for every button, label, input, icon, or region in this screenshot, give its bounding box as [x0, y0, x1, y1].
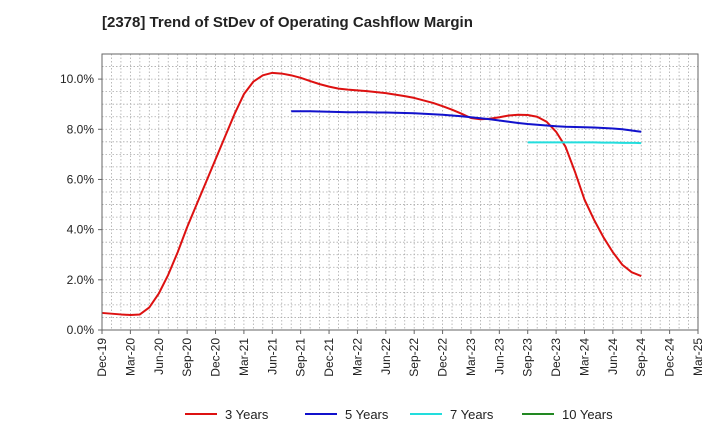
grid-lines: [102, 53, 698, 330]
x-tick-label: Sep-23: [521, 338, 535, 377]
x-tick-label: Mar-21: [237, 338, 251, 376]
series-line-3-years: [101, 71, 642, 316]
x-tick-label: Dec-21: [322, 338, 336, 377]
x-tick-label: Jun-23: [492, 338, 506, 375]
y-tick-label: 2.0%: [67, 273, 95, 287]
x-tick-label: Jun-24: [606, 338, 620, 375]
legend-label: 10 Years: [562, 407, 613, 422]
x-tick-label: Mar-22: [350, 338, 364, 376]
x-tick-label: Jun-21: [265, 338, 279, 375]
x-tick-label: Dec-24: [663, 338, 677, 377]
y-tick-label: 10.0%: [60, 72, 94, 86]
legend-label: 3 Years: [225, 407, 269, 422]
x-tick-label: Jun-22: [379, 338, 393, 375]
y-tick-label: 0.0%: [67, 323, 95, 337]
x-tick-label: Sep-21: [294, 338, 308, 377]
x-tick-label: Mar-24: [577, 338, 591, 376]
x-tick-label: Dec-22: [436, 338, 450, 377]
x-tick-label: Mar-25: [691, 338, 705, 376]
legend-label: 5 Years: [345, 407, 389, 422]
x-tick-label: Dec-20: [209, 338, 223, 377]
x-tick-label: Jun-20: [152, 338, 166, 375]
x-tick-label: Mar-23: [464, 338, 478, 376]
y-tick-label: 6.0%: [67, 172, 95, 186]
chart-title: [2378] Trend of StDev of Operating Cashf…: [102, 14, 473, 31]
x-tick-label: Sep-20: [180, 338, 194, 377]
y-tick-label: 4.0%: [67, 223, 95, 237]
x-tick-label: Dec-23: [549, 338, 563, 377]
plot-border: [101, 53, 699, 331]
x-tick-label: Dec-19: [95, 338, 109, 377]
x-tick-label: Sep-24: [634, 338, 648, 377]
x-tick-label: Mar-20: [123, 338, 137, 376]
series-lines: [101, 71, 642, 316]
x-tick-label: Sep-22: [407, 338, 421, 377]
axes: 0.0% 2.0% 4.0% 6.0% 8.0% 10.0% Dec-19 Mar-20 Jun…: [60, 53, 705, 377]
legend: 3 Years 5 Years 7 Years 10 Years: [185, 407, 613, 422]
series-line-7-years: [527, 141, 642, 145]
legend-label: 7 Years: [450, 407, 494, 422]
series-line-5-years: [291, 110, 642, 133]
y-tick-label: 8.0%: [67, 122, 95, 136]
